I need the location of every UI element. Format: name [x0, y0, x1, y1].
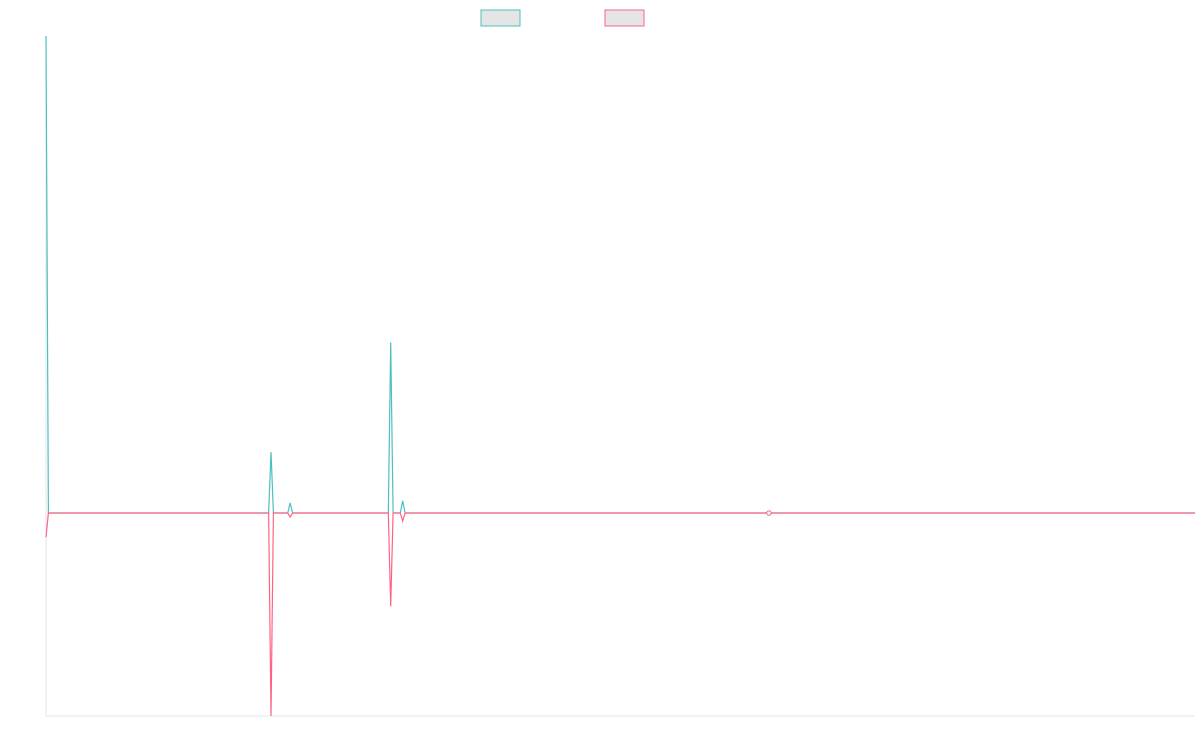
legend-swatch-1: [480, 9, 521, 27]
legend-swatch-2: [604, 9, 645, 27]
legend: [480, 9, 645, 27]
legend-item-2[interactable]: [604, 9, 645, 27]
series-line-1: [45, 35, 1195, 514]
series-point-2[interactable]: [766, 510, 772, 516]
axes: [45, 36, 1195, 717]
series-line-2: [45, 512, 1195, 717]
legend-item-1[interactable]: [480, 9, 521, 27]
series-layer: [45, 35, 1195, 717]
